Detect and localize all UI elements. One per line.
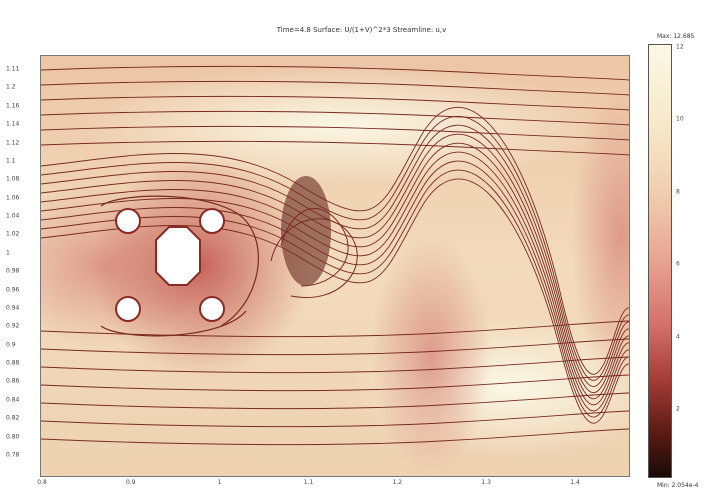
y-tick-label: 1.02 xyxy=(6,230,20,238)
y-tick-label: 1.08 xyxy=(6,175,20,183)
y-tick-label: 1.06 xyxy=(6,194,20,202)
small-cylinder-top-left xyxy=(115,208,141,234)
small-cylinder-bottom-left xyxy=(115,296,141,322)
streamline xyxy=(41,151,629,406)
streamline xyxy=(41,142,629,400)
x-tick-label: 1.3 xyxy=(481,479,491,486)
streamline xyxy=(41,410,629,428)
y-tick-label: 0.78 xyxy=(6,451,20,459)
y-tick-label: 0.98 xyxy=(6,267,20,275)
main-cylinder xyxy=(155,226,201,286)
colorbar-tick-label: 12 xyxy=(676,43,684,51)
streamline xyxy=(41,110,629,126)
vortex-shade-lower xyxy=(371,236,491,476)
x-tick-label: 1.2 xyxy=(392,479,403,486)
streamline xyxy=(41,392,629,410)
streamline xyxy=(41,169,629,418)
y-tick-label: 0.94 xyxy=(6,304,20,312)
x-tick-label: 1 xyxy=(217,479,222,486)
y-tick-label: 0.80 xyxy=(6,433,20,441)
streamline xyxy=(41,178,629,424)
x-tick-label: 0.9 xyxy=(126,479,136,486)
y-tick-label: 0.96 xyxy=(6,286,20,294)
streamline xyxy=(41,160,629,412)
y-tick-label: 1.2 xyxy=(6,83,16,91)
y-tick-label: 1 xyxy=(6,249,10,257)
streamline xyxy=(41,338,629,356)
y-tick-label: 0.9 xyxy=(6,341,16,349)
flow-field-svg xyxy=(41,56,629,476)
streamlines xyxy=(41,65,629,446)
y-tick-label: 0.82 xyxy=(6,414,20,422)
y-tick-label: 0.86 xyxy=(6,377,20,385)
streamline xyxy=(41,80,629,96)
streamline xyxy=(270,218,358,298)
small-cylinder-top-right xyxy=(199,208,225,234)
streamline xyxy=(100,195,260,327)
streamline xyxy=(41,140,629,156)
streamline xyxy=(41,95,629,111)
plot-area xyxy=(40,55,630,477)
y-tick-label: 1.14 xyxy=(6,120,20,128)
colorbar-min-label: Min: 2.054e-4 xyxy=(657,482,699,489)
streamline xyxy=(41,374,629,392)
y-tick-label: 1.1 xyxy=(6,157,16,165)
x-tick-label: 1.4 xyxy=(570,479,580,486)
y-tick-label: 0.84 xyxy=(6,396,20,404)
x-tick-label: 1.1 xyxy=(303,479,314,486)
x-tick-label: 0.8 xyxy=(37,479,47,486)
colorbar-tick-label: 4 xyxy=(676,333,680,341)
colorbar xyxy=(648,44,672,478)
colorbar-tick-label: 8 xyxy=(676,188,680,196)
y-tick-label: 1.04 xyxy=(6,212,20,220)
vortex-core xyxy=(281,176,331,286)
streamline xyxy=(41,65,629,81)
streamline xyxy=(41,124,629,387)
streamline xyxy=(41,320,629,338)
streamline xyxy=(41,106,629,375)
colorbar-tick-label: 10 xyxy=(676,115,684,123)
streamline xyxy=(41,125,629,141)
y-tick-label: 1.11 xyxy=(6,65,20,73)
right-edge-shade xyxy=(571,86,629,386)
y-tick-label: 0.92 xyxy=(6,322,20,330)
colorbar-max-label: Max: 12.685 xyxy=(657,33,695,40)
y-tick-label: 1.16 xyxy=(6,102,20,110)
streamline xyxy=(41,356,629,374)
y-tick-label: 0.88 xyxy=(6,359,20,367)
small-cylinder-bottom-right xyxy=(199,296,225,322)
colorbar-tick-label: 2 xyxy=(676,405,680,413)
plot-title: Time=4.8 Surface: U/(1+V)^2*3 Streamline… xyxy=(276,26,447,34)
streamline xyxy=(100,310,247,337)
streamline xyxy=(41,428,629,446)
streamline xyxy=(41,115,629,381)
streamline xyxy=(41,133,629,393)
colorbar-tick-label: 6 xyxy=(676,260,680,268)
y-tick-label: 1.12 xyxy=(6,139,20,147)
